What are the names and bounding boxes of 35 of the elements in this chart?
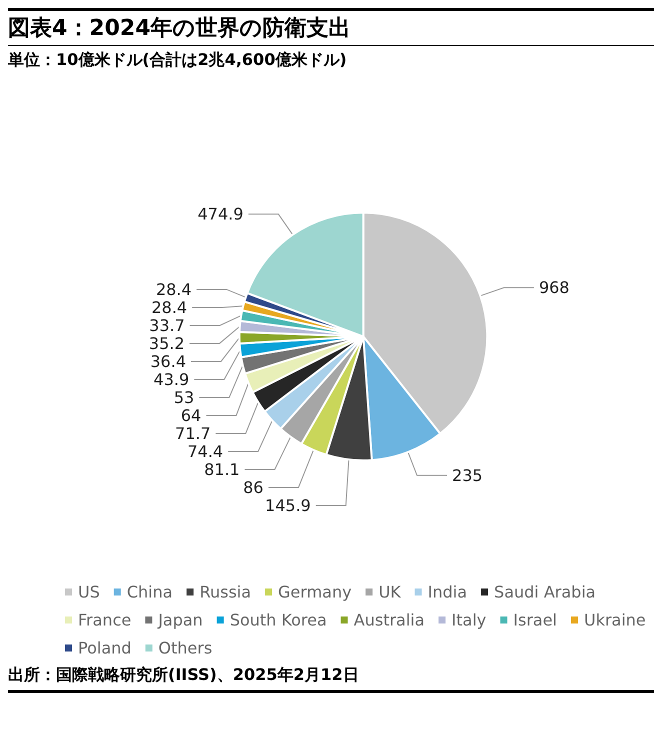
data-label: 53 <box>174 388 194 407</box>
legend-label: Poland <box>78 638 132 658</box>
legend-label: Saudi Arabia <box>494 582 596 602</box>
legend-label: Others <box>158 638 212 658</box>
legend-label: US <box>78 582 100 602</box>
data-label: 81.1 <box>204 460 240 479</box>
legend-label: Japan <box>157 610 203 630</box>
data-label: 474.9 <box>198 204 244 224</box>
text: 出所：国際戦略研究所(IISS)、2025年2月12日 <box>8 665 360 686</box>
data-label: 64 <box>180 406 202 425</box>
legend-label: UK <box>378 582 402 602</box>
legend-label: South Korea <box>230 610 327 630</box>
legend-label: Israel <box>513 610 557 630</box>
legend-label: India <box>428 582 468 602</box>
legend-label: Italy <box>452 610 486 630</box>
data-label: 145.9 <box>265 496 311 515</box>
data-label: 71.7 <box>175 424 211 443</box>
data-label: 33.7 <box>149 316 185 335</box>
data-label: 43.9 <box>154 370 190 389</box>
data-label: 968 <box>538 278 570 298</box>
data-label: 28.4 <box>151 298 188 317</box>
data-label: 86 <box>243 478 264 497</box>
chart-title: 図表4：2024年の世界の防衛支出 <box>8 8 654 46</box>
legend-label: France <box>78 610 132 630</box>
legend-label: Russia <box>200 582 252 602</box>
chart-subtitle: 単位：10億米ドル(合計は2兆4,600億米ドル) <box>8 50 348 71</box>
legend-label: Australia <box>354 610 425 630</box>
legend-label: China <box>126 582 173 602</box>
data-label: 74.4 <box>187 442 224 461</box>
data-label: 35.2 <box>148 334 185 353</box>
data-label: 36.4 <box>150 352 186 371</box>
data-label: 235 <box>452 466 483 485</box>
data-label: 28.4 <box>156 280 192 299</box>
legend-label: Germany <box>278 582 352 602</box>
legend-label: Ukraine <box>584 610 646 630</box>
